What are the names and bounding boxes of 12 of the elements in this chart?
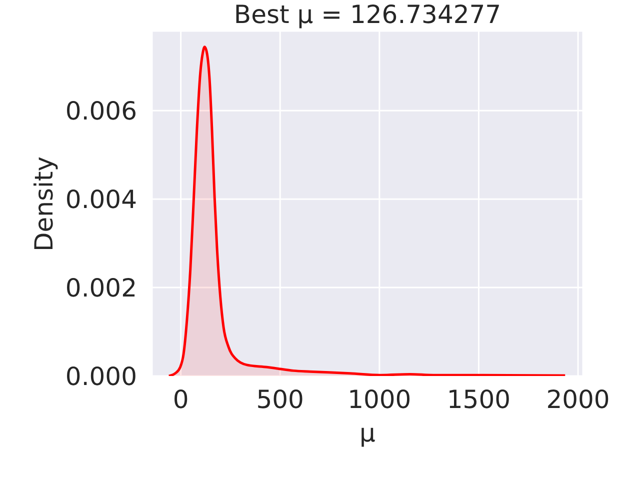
y-tick-label: 0.002	[65, 273, 137, 302]
x-tick-label: 2000	[546, 384, 610, 414]
x-tick-label: 1500	[446, 384, 511, 414]
x-axis-title: μ	[360, 418, 376, 448]
y-axis-title: Density	[30, 156, 58, 252]
x-tick-label: 500	[256, 384, 304, 414]
y-tick-label: 0.006	[65, 96, 137, 126]
y-tick-label: 0.004	[65, 184, 137, 214]
x-tick-label: 1000	[348, 384, 412, 414]
y-tick-label: 0.000	[65, 362, 137, 391]
x-tick-label: 0	[172, 384, 189, 414]
chart-title: Best μ = 126.734277	[232, 0, 502, 29]
